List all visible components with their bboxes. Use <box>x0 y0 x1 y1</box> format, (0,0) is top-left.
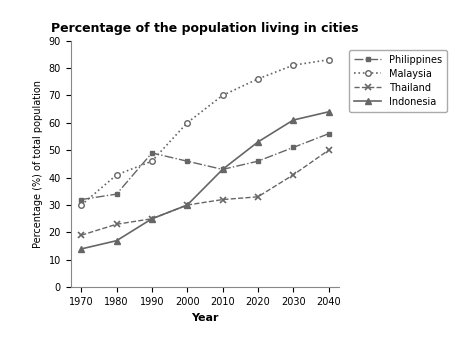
Line: Thailand: Thailand <box>78 147 332 239</box>
X-axis label: Year: Year <box>191 313 219 322</box>
Thailand <box>290 173 296 177</box>
Indonesia <box>78 247 84 251</box>
Indonesia <box>219 167 225 171</box>
Philippines <box>219 167 225 171</box>
Thailand <box>149 217 154 221</box>
Malaysia <box>290 63 296 67</box>
Thailand <box>78 233 84 237</box>
Indonesia <box>325 110 331 114</box>
Line: Philippines: Philippines <box>79 131 331 202</box>
Thailand <box>255 195 260 199</box>
Indonesia <box>149 217 154 221</box>
Philippines <box>325 132 331 136</box>
Thailand <box>325 148 331 152</box>
Indonesia <box>114 239 119 243</box>
Malaysia <box>219 93 225 97</box>
Philippines <box>78 197 84 201</box>
Thailand <box>114 222 119 226</box>
Malaysia <box>184 121 190 125</box>
Philippines <box>184 159 190 163</box>
Malaysia <box>78 203 84 207</box>
Thailand <box>219 197 225 201</box>
Malaysia <box>325 58 331 62</box>
Line: Malaysia: Malaysia <box>79 57 331 208</box>
Line: Indonesia: Indonesia <box>79 109 331 252</box>
Malaysia <box>149 159 154 163</box>
Legend: Philippines, Malaysia, Thailand, Indonesia: Philippines, Malaysia, Thailand, Indones… <box>349 50 447 112</box>
Philippines <box>255 159 260 163</box>
Philippines <box>290 145 296 149</box>
Philippines <box>114 192 119 196</box>
Indonesia <box>255 140 260 144</box>
Y-axis label: Percentage (%) of total population: Percentage (%) of total population <box>33 80 43 248</box>
Indonesia <box>290 118 296 122</box>
Malaysia <box>114 173 119 177</box>
Philippines <box>149 151 154 155</box>
Malaysia <box>255 77 260 81</box>
Thailand <box>184 203 190 207</box>
Title: Percentage of the population living in cities: Percentage of the population living in c… <box>51 22 358 35</box>
Indonesia <box>184 203 190 207</box>
